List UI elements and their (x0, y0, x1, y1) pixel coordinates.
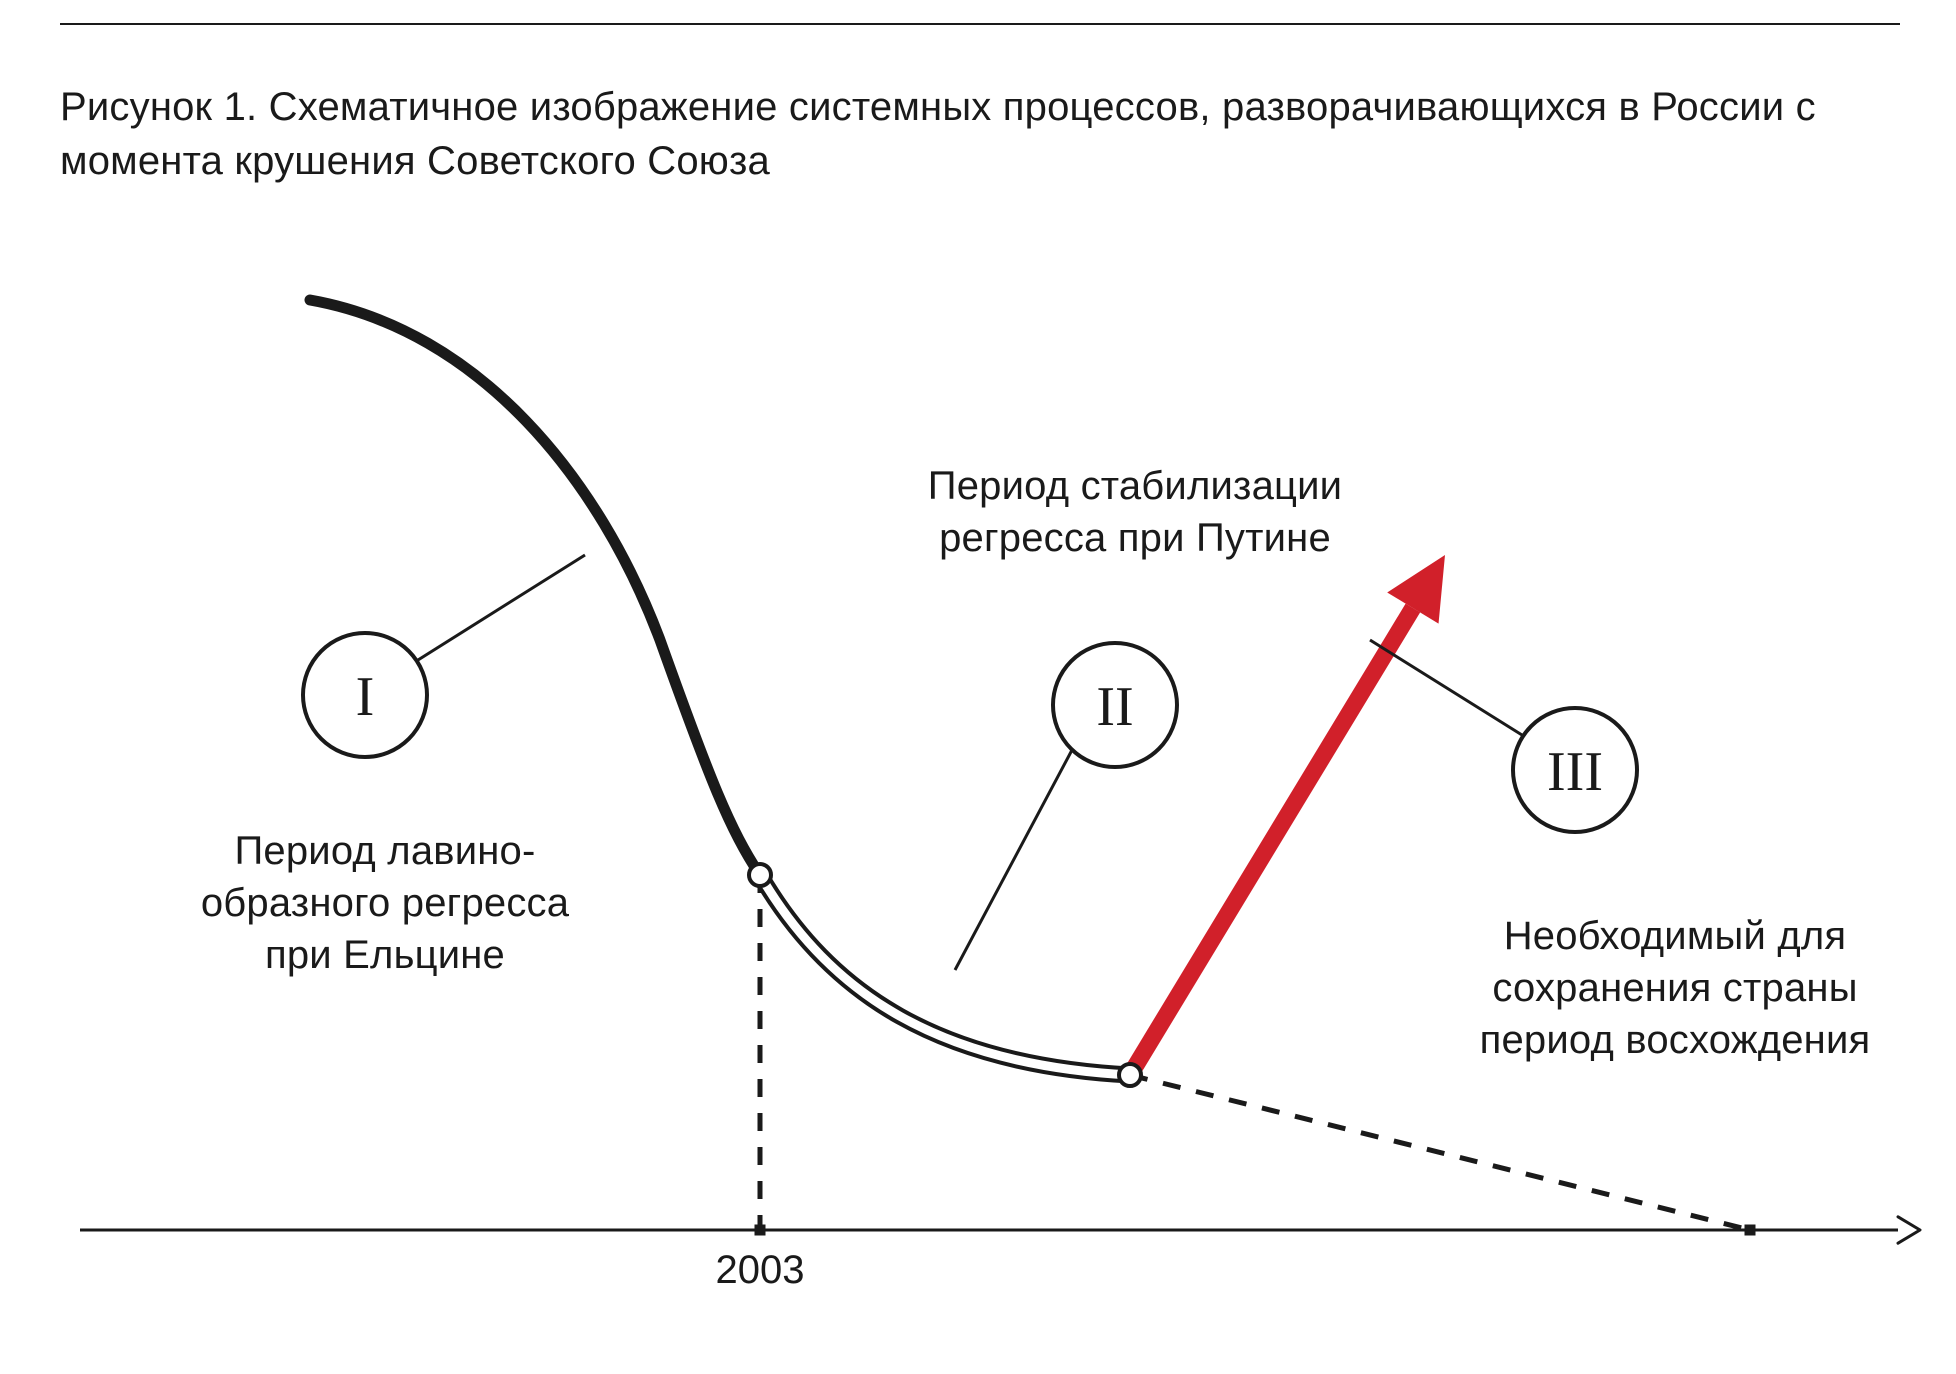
figure-container: Рисунок 1. Схематичное изображение систе… (0, 0, 1956, 1374)
svg-text:III: III (1547, 741, 1603, 803)
svg-text:I: I (356, 666, 375, 728)
diagram-svg: IIIIII (0, 0, 1956, 1374)
svg-text:II: II (1096, 676, 1133, 738)
